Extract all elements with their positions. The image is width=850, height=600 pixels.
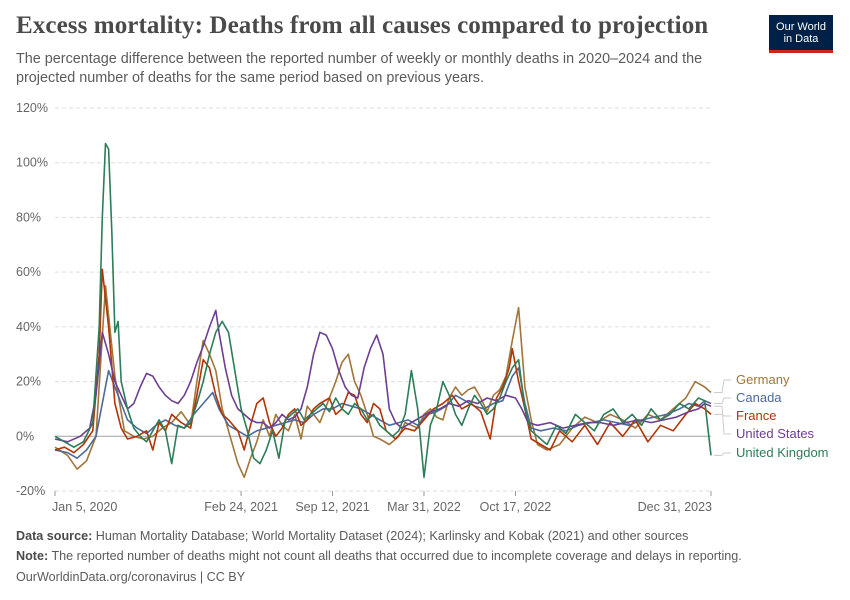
y-tick-label: 20%: [16, 375, 41, 389]
y-tick-label: 40%: [16, 320, 41, 334]
note-text: The reported number of deaths might not …: [51, 549, 742, 563]
x-tick-label: Sep 12, 2021: [295, 500, 369, 514]
series-line-united-kingdom: [54, 142, 712, 479]
source-text: Human Mortality Database; World Mortalit…: [95, 529, 689, 543]
x-tick-label: Oct 17, 2022: [480, 500, 552, 514]
legend-connector: [714, 405, 731, 435]
series-line-united-states: [54, 309, 712, 443]
x-tick-label: Dec 31, 2023: [638, 500, 712, 514]
y-tick-label: 100%: [16, 156, 48, 170]
y-tick-label: -20%: [16, 484, 45, 498]
chart-title: Excess mortality: Deaths from all causes…: [16, 12, 709, 39]
legend-label-canada: Canada: [736, 390, 782, 405]
legend-label-united-kingdom: United Kingdom: [736, 445, 829, 460]
owid-logo[interactable]: Our World in Data: [769, 15, 833, 53]
legend-label-united-states: United States: [736, 426, 815, 441]
x-tick-label: Feb 24, 2021: [204, 500, 278, 514]
legend-connector: [714, 452, 731, 456]
x-tick-label: Mar 31, 2022: [387, 500, 461, 514]
legend-connector: [714, 379, 731, 393]
legend-label-germany: Germany: [736, 372, 790, 387]
logo-line-2: in Data: [783, 33, 819, 45]
footer-credit[interactable]: OurWorldinData.org/coronavirus | CC BY: [16, 570, 246, 584]
y-tick-label: 0%: [16, 429, 34, 443]
y-tick-label: 120%: [16, 101, 48, 115]
x-tick-label: Jan 5, 2020: [52, 500, 117, 514]
footer-source: Data source: Human Mortality Database; W…: [16, 529, 688, 543]
legend-label-france: France: [736, 408, 776, 423]
chart-subtitle: The percentage difference between the re…: [16, 51, 703, 86]
source-label: Data source:: [16, 529, 93, 543]
logo-line-1: Our World: [776, 21, 826, 33]
footer-note: Note: The reported number of deaths migh…: [16, 549, 742, 563]
legend-connector: [714, 397, 731, 404]
y-tick-label: 60%: [16, 265, 41, 279]
y-tick-label: 80%: [16, 210, 41, 224]
note-label: Note:: [16, 549, 49, 563]
